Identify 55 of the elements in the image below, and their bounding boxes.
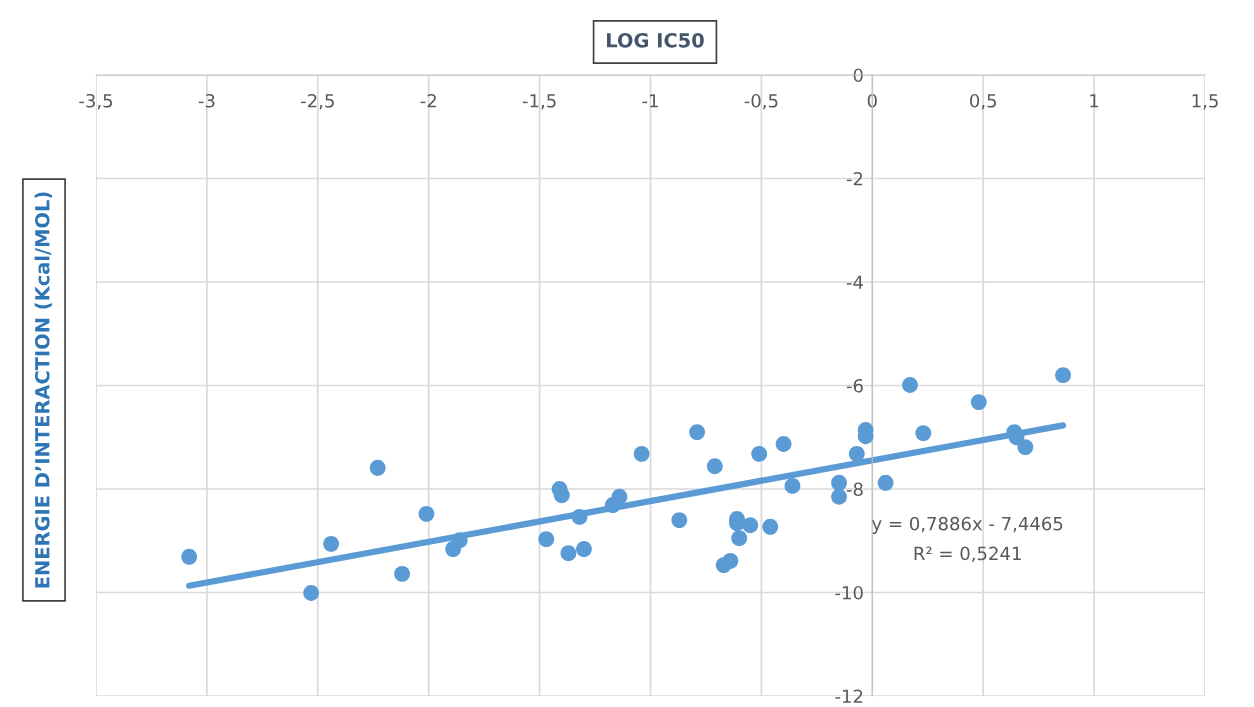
x-tick-label: -0,5 (744, 93, 778, 110)
y-tick-label: -6 (846, 378, 863, 393)
point (538, 531, 555, 548)
point (394, 565, 410, 582)
y-tick-label: -10 (835, 585, 863, 600)
point (611, 488, 628, 505)
x-tick-label: -1,5 (522, 94, 556, 110)
x-tick-label: -3,5 (79, 93, 113, 110)
point (303, 585, 320, 601)
point (451, 532, 468, 549)
y-tick-label: -2 (846, 171, 863, 186)
x-axis-title: LOG IC50 (607, 32, 704, 48)
y-tick-label: -12 (835, 689, 863, 703)
x-tick-label: -2,5 (301, 93, 334, 110)
point (418, 505, 435, 522)
y-tick-label: -8 (846, 482, 863, 497)
y-tick-label: -4 (846, 275, 863, 289)
x-tick-label: 1,5 (1192, 94, 1218, 110)
point (831, 488, 847, 505)
point (181, 548, 198, 565)
point (848, 445, 865, 462)
point (369, 459, 386, 476)
point (1017, 439, 1034, 455)
x-tick-label: 0,5 (970, 93, 996, 110)
x-tick-label: -1 (642, 94, 658, 108)
point (633, 445, 650, 462)
point (831, 474, 847, 491)
point (902, 377, 918, 393)
point (762, 518, 779, 535)
point (689, 424, 705, 440)
point (571, 509, 588, 525)
annotation: y = 0,7886x - 7,4465 (872, 516, 1063, 534)
x-tick-label: -2 (420, 93, 436, 108)
point (742, 517, 759, 534)
y-axis-title: ENERGIE D’INTERACTION (Kcal/MOL) (34, 192, 52, 588)
x-tick-label: 1 (1090, 94, 1099, 108)
point (323, 535, 340, 552)
point (784, 477, 801, 494)
point (970, 394, 987, 410)
point (751, 445, 768, 462)
x-tick-label: 0 (867, 93, 877, 108)
point (877, 474, 894, 491)
y-tick-label: 0 (853, 68, 863, 83)
point (722, 553, 739, 569)
x-tick-label: -3 (198, 93, 215, 108)
point (706, 458, 723, 475)
point (775, 436, 792, 452)
annotation: R² = 0,5241 (914, 546, 1021, 563)
point (915, 425, 932, 442)
point (671, 512, 688, 528)
point (576, 541, 592, 557)
point (731, 530, 748, 547)
point (1055, 367, 1071, 384)
point (560, 545, 577, 562)
point (553, 487, 570, 504)
